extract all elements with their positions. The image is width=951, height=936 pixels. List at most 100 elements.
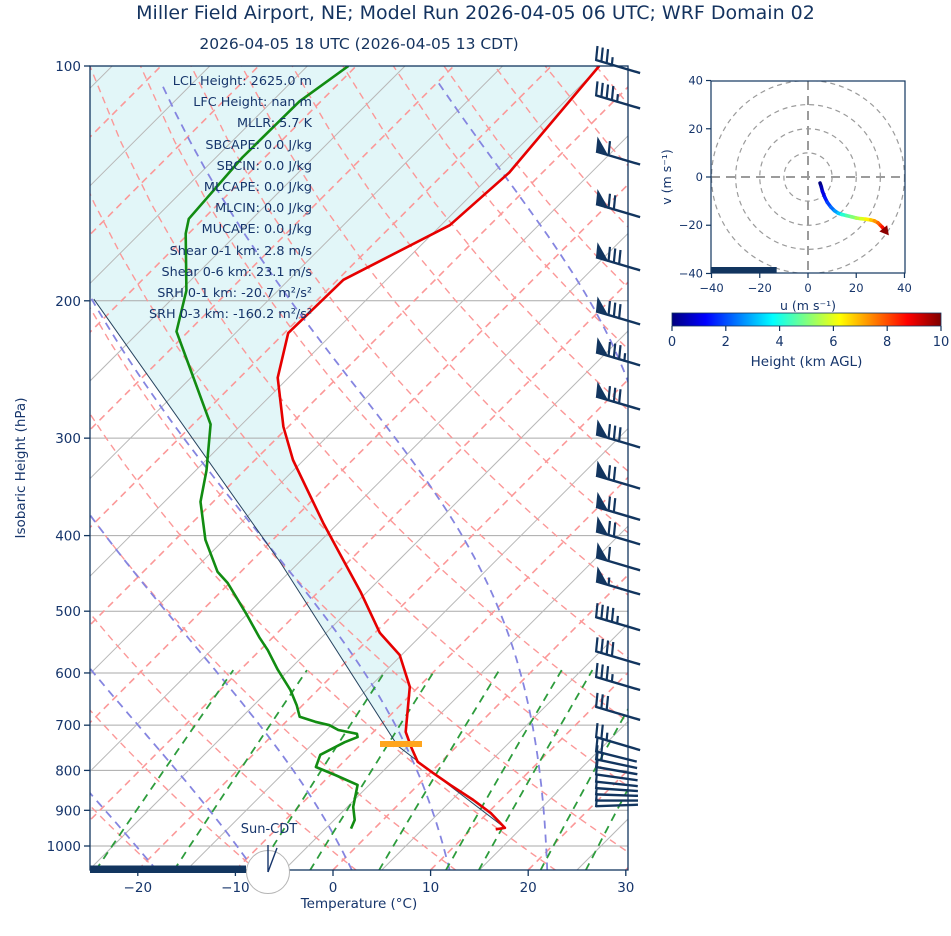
colorbar-tick-label: 6: [829, 335, 837, 350]
hodograph-shear-bar: [711, 267, 777, 273]
barb-full: [617, 249, 622, 266]
hodograph-y-tick-label: 20: [688, 122, 703, 136]
y-tick-label: 800: [55, 763, 81, 779]
annotation-line: MLCIN: 0.0 J/kg: [215, 201, 312, 217]
hodograph-x-tick-label: 40: [897, 281, 912, 295]
wind-barb: [595, 566, 641, 596]
x-tick-label: −20: [124, 880, 153, 896]
skewt-plot: [0, 66, 754, 871]
barb-half: [615, 615, 619, 625]
barb-half: [607, 577, 611, 587]
barb-full: [607, 423, 612, 440]
height-colorbar: 0 2 4 6 8 10 Height (km AGL): [668, 312, 949, 370]
colorbar-gradient: [671, 312, 942, 327]
wind-barb: [595, 516, 641, 546]
surface-wind-bar: [90, 865, 246, 873]
mixing-ratio-line: [652, 670, 754, 870]
annotation-line: LCL Height: 2625.0 m: [172, 74, 312, 89]
valid-time-subtitle: 2026-04-05 18 UTC (2026-04-05 13 CDT): [199, 35, 519, 53]
barb-flag: [596, 337, 608, 356]
barb-shaft: [595, 803, 639, 808]
sounding-parameters-panel: LCL Height: 2625.0 m LFC Height: nan m MLL…: [90, 71, 312, 325]
wind-barb: [595, 381, 641, 411]
page-title: Miller Field Airport, NE; Model Run 2026…: [136, 2, 815, 24]
y-tick-label: 700: [55, 718, 81, 734]
barb-flag: [596, 460, 608, 480]
isotherm-line: [90, 281, 628, 822]
isotherm-gray: [186, 427, 628, 870]
isotherm-gray: [90, 330, 628, 870]
wind-barbs: [594, 45, 641, 808]
barb-half: [615, 93, 619, 103]
barb-flag: [596, 296, 608, 315]
barb-half: [600, 752, 604, 762]
barb-flag: [596, 566, 608, 585]
annotation-line: SRH 0-1 km: -20.7 m²/s²: [157, 286, 312, 302]
wind-barb: [594, 692, 641, 722]
barb-shaft: [595, 58, 641, 75]
barb-shaft: [595, 150, 641, 166]
hodograph-x-axis-label: u (m s⁻¹): [780, 298, 836, 313]
barb-flag: [596, 242, 608, 261]
wind-barb: [595, 296, 641, 326]
barb-shaft: [595, 780, 638, 788]
annotation-line: MUCAPE: 0.0 J/kg: [201, 222, 312, 238]
barb-half: [610, 57, 614, 66]
annotation-line: MLLR: 5.7 K: [237, 116, 312, 132]
wind-barb: [594, 45, 641, 75]
y-tick-label: 1000: [47, 839, 81, 855]
mixing-ratio-line: [444, 669, 563, 870]
dry-adiabat-line: [139, 66, 628, 659]
barb-full: [600, 638, 604, 655]
hodograph-x-tick-label: −20: [748, 281, 772, 295]
barb-full: [605, 695, 610, 712]
moist-adiabat-line: [0, 83, 59, 871]
hodograph-y-tick-label: −40: [679, 266, 703, 280]
barb-full: [607, 386, 612, 402]
barb-shaft: [595, 505, 641, 522]
annotation-line: MLCAPE: 0.0 J/kg: [203, 180, 312, 196]
dry-adiabat-line: [494, 66, 628, 228]
annotation-line: Shear 0-6 km: 23.1 m/s: [161, 264, 312, 280]
hodograph-y-tick-label: 0: [696, 170, 703, 184]
hodograph-y-tick-label: −20: [679, 218, 703, 232]
wind-barb: [595, 136, 641, 166]
x-tick-label: 10: [422, 880, 439, 896]
barb-full: [600, 82, 604, 99]
barb-half: [605, 732, 609, 742]
barb-full: [610, 641, 615, 658]
isotherm-gray: [90, 66, 406, 382]
dry-adiabat-line: [544, 66, 628, 167]
barb-shaft: [595, 786, 638, 793]
barb-shaft: [595, 793, 639, 798]
barb-flag: [596, 136, 608, 155]
isotherm-gray: [90, 232, 628, 773]
x-tick-label: 30: [617, 880, 634, 896]
isotherm-gray: [381, 623, 628, 870]
wind-barb: [594, 637, 641, 666]
isotherm-line: [90, 66, 552, 529]
barb-full: [594, 760, 599, 776]
barb-flag: [596, 491, 608, 511]
wind-barb: [595, 419, 641, 449]
y-tick-label: 200: [55, 294, 81, 310]
barb-full: [600, 664, 604, 680]
barb-full: [594, 692, 599, 708]
isotherm-red-lines: [90, 66, 628, 870]
barb-full: [607, 520, 612, 537]
annotation-line: SRH 0-3 km: -160.2 m²/s²: [149, 307, 312, 323]
barb-full: [607, 546, 612, 563]
isotherm-line: [625, 866, 628, 870]
isotherm-gray: [576, 818, 628, 870]
barb-flag: [596, 419, 608, 438]
barb-shaft: [595, 773, 638, 782]
wind-barb: [594, 798, 639, 808]
sun-position-dial: Sun-CDT: [241, 822, 297, 894]
barb-full: [612, 425, 617, 441]
wind-barb: [594, 603, 641, 632]
mixing-ratio-line: [584, 787, 628, 870]
barb-full: [600, 724, 604, 740]
barb-shaft: [595, 675, 641, 692]
x-axis-label: Temperature (°C): [300, 896, 418, 912]
cin-shaded-area: [90, 66, 600, 828]
